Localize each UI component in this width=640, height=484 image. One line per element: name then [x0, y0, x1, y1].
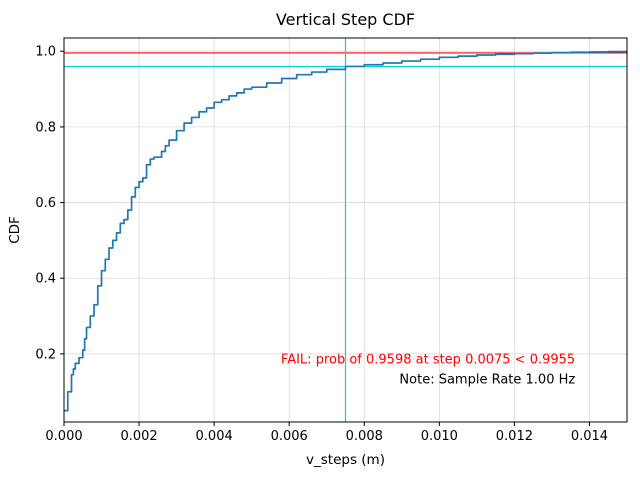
x-tick-label: 0.002	[120, 429, 157, 444]
x-tick-label: 0.006	[271, 429, 308, 444]
x-tick-label: 0.000	[45, 429, 82, 444]
note-annotation: Note: Sample Rate 1.00 Hz	[399, 372, 575, 387]
axes-frame	[63, 37, 628, 423]
y-axis-label: CDF	[7, 216, 23, 244]
chart-title: Vertical Step CDF	[276, 10, 415, 29]
x-tick-label: 0.012	[496, 429, 533, 444]
cdf-curve	[64, 50, 628, 412]
y-tick-label: 0.8	[35, 120, 56, 135]
y-tick-label: 0.4	[35, 272, 56, 287]
fail-annotation: FAIL: prob of 0.9598 at step 0.0075 < 0.…	[281, 352, 575, 367]
y-tick-label: 0.2	[35, 347, 56, 362]
x-tick-label: 0.010	[421, 429, 458, 444]
x-axis-label: v_steps (m)	[306, 452, 385, 468]
x-tick-label: 0.008	[346, 429, 383, 444]
y-tick-label: 1.0	[35, 45, 56, 60]
x-tick-label: 0.004	[196, 429, 233, 444]
x-tick-label: 0.014	[571, 429, 608, 444]
y-tick-label: 0.6	[35, 196, 56, 211]
